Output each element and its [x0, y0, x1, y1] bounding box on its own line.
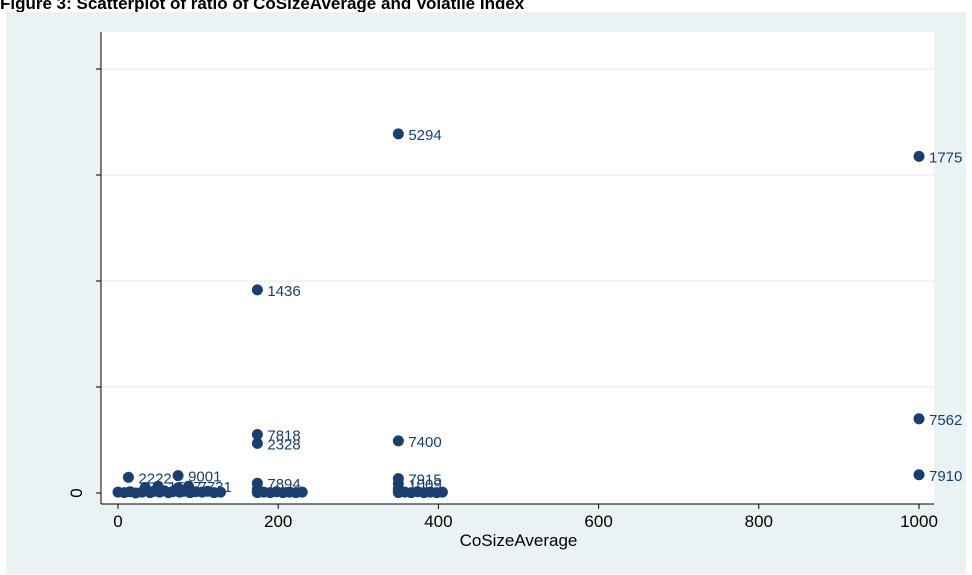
point-label: 1775: [929, 149, 962, 166]
point-label: 7915: [408, 472, 441, 489]
scatter-chart: 0 0 200 400 600 800 1000 CoSizeAverage 5294 1775 1…: [67, 32, 962, 550]
point-label: 7910: [929, 468, 962, 485]
point-label: 7731: [198, 479, 231, 496]
x-tick-label: 1000: [900, 512, 938, 531]
scatter-point: [392, 435, 404, 447]
point-label: 7894: [267, 476, 300, 493]
scatter-point: [251, 437, 263, 449]
point-label: 1009: [408, 477, 441, 494]
figure-caption: Figure 3: Scatterplot of ratio of CoSize…: [0, 0, 525, 12]
scatter-point: [139, 481, 151, 493]
scatter-point: [392, 478, 404, 490]
x-tick-label: 200: [264, 512, 292, 531]
scatter-point: [251, 428, 263, 440]
scatter-point: [913, 150, 925, 162]
scatter-point: [251, 477, 263, 489]
scatter-point: [913, 413, 925, 425]
scatter-point: [122, 471, 134, 483]
point-label: 9001: [188, 469, 221, 486]
scatter-point: [215, 486, 227, 498]
x-tick-label: 800: [745, 512, 773, 531]
scatter-point: [296, 486, 308, 498]
x-tick-label: 400: [424, 512, 452, 531]
scatter-point: [392, 128, 404, 140]
chart-stage: 0 0 200 400 600 800 1000 CoSizeAverage 5294 1775 1…: [6, 12, 966, 574]
scatter-point: [182, 480, 194, 492]
x-axis-label: CoSizeAverage: [460, 531, 578, 550]
scatter-point: [172, 482, 184, 494]
scatter-point: [172, 470, 184, 482]
x-tick-label: 0: [113, 512, 122, 531]
point-label: 1436: [267, 283, 300, 300]
point-label: 7400: [408, 434, 441, 451]
scatter-point: [913, 469, 925, 481]
point-label: 2222: [138, 470, 171, 487]
scatter-point: [152, 480, 164, 492]
scatter-point: [251, 284, 263, 296]
point-label: 2328: [267, 436, 300, 453]
x-tick-label: 600: [584, 512, 612, 531]
y-tick-label: 0: [67, 488, 86, 497]
point-label: 5294: [408, 127, 441, 144]
scatter-point: [436, 486, 448, 498]
point-label: 7818: [267, 427, 300, 444]
plot-area: [101, 32, 934, 504]
point-label: 7562: [929, 412, 962, 429]
